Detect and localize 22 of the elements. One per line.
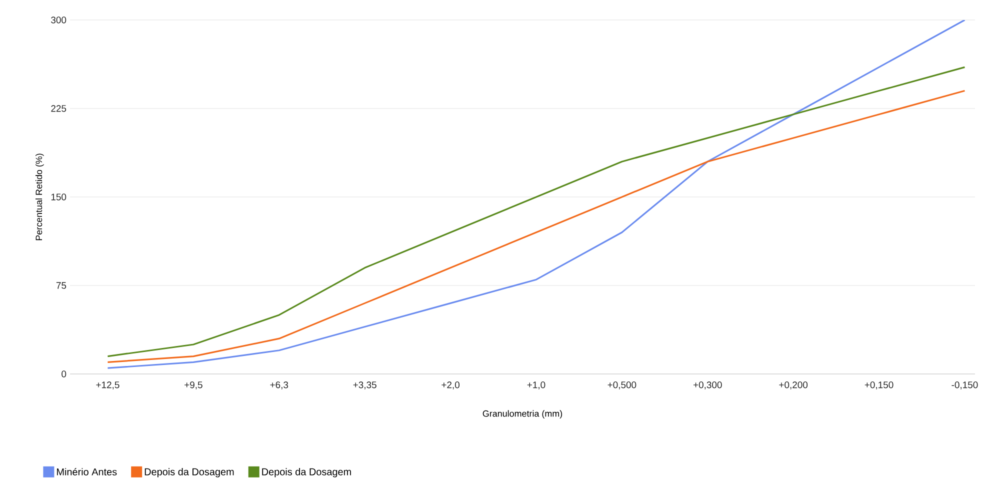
x-axis-title: Granulometria (mm) <box>482 410 562 419</box>
x-tick-label: +0,150 <box>864 382 894 390</box>
x-tick-label: +2,0 <box>442 382 460 390</box>
x-tick-label: +9,5 <box>184 382 202 390</box>
y-axis-title: Percentual Retido (%) <box>36 154 44 240</box>
y-tick-label: 150 <box>51 194 66 200</box>
x-tick-label: +12,5 <box>96 382 120 390</box>
legend-label: Depois da Dosagem <box>144 468 234 478</box>
legend-label: Minério Antes <box>57 468 117 476</box>
x-tick-label: +3,35 <box>353 382 376 390</box>
y-tick-label: 0 <box>62 370 66 378</box>
x-tick-label: +0,200 <box>779 382 808 390</box>
y-tick-label: 75 <box>56 282 66 289</box>
x-tick-label: +0,500 <box>608 382 636 390</box>
x-tick-label: +1,0 <box>527 382 546 390</box>
line-series <box>106 20 966 369</box>
y-tick-label: 225 <box>51 105 66 112</box>
y-tick-label: 300 <box>51 16 66 24</box>
x-tick-label: +0,300 <box>693 382 722 390</box>
x-tick-label: -0,150 <box>952 382 978 390</box>
legend-label: Depois da Dosagem <box>262 468 351 478</box>
x-tick-label: +6,3 <box>270 382 288 390</box>
